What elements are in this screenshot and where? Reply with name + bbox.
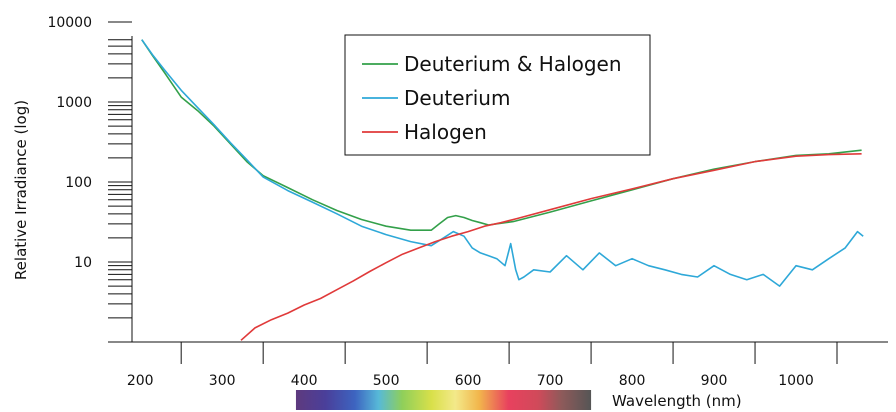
y-tick-label: 10000 <box>47 15 92 31</box>
y-tick-label: 100 <box>65 175 92 191</box>
x-axis-title: Wavelength (nm) <box>612 392 742 410</box>
series-line-2 <box>141 39 864 287</box>
x-tick-label: 900 <box>701 373 728 389</box>
y-axis-title: Relative Irradiance (log) <box>12 100 30 280</box>
legend-label: Halogen <box>404 120 487 144</box>
legend-label: Deuterium <box>404 86 510 110</box>
x-tick-label: 600 <box>455 373 482 389</box>
x-tick-label: 500 <box>373 373 400 389</box>
spectrum-bar <box>295 390 592 410</box>
axes: 10 100 1000 10000 200 300 400 500 600 700 800 900 10… <box>47 15 888 389</box>
x-tick-label: 200 <box>127 373 154 389</box>
x-tick-label: 700 <box>537 373 564 389</box>
y-tick-label: 1000 <box>56 95 92 111</box>
legend: Deuterium & Halogen Deuterium Halogen <box>344 34 651 156</box>
series-line-3 <box>240 153 862 341</box>
x-tick-label: 1000 <box>778 373 814 389</box>
x-tick-label: 400 <box>291 373 318 389</box>
x-tick-label: 300 <box>209 373 236 389</box>
legend-box <box>344 34 651 156</box>
legend-label: Deuterium & Halogen <box>404 52 622 76</box>
x-tick-label: 800 <box>619 373 646 389</box>
y-tick-label: 10 <box>74 255 92 271</box>
series-layer <box>141 39 864 341</box>
